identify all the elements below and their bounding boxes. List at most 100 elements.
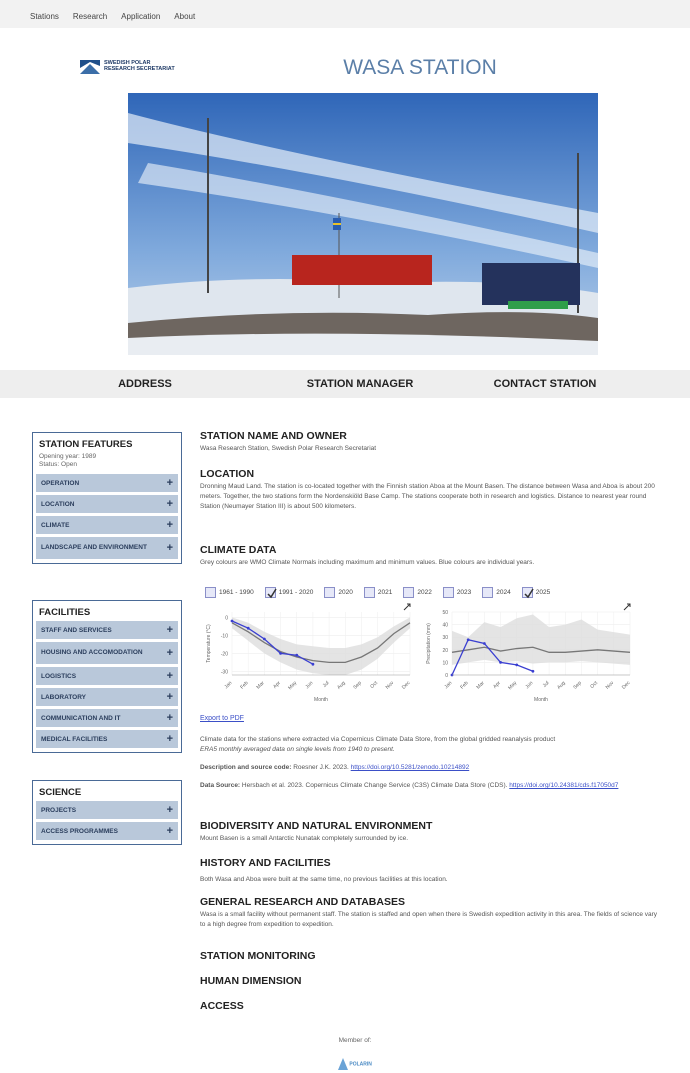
export-link[interactable]: Export to PDF <box>200 715 244 722</box>
y-tick-label: 10 <box>442 660 448 666</box>
sidebar-button[interactable]: CLIMATE + <box>36 516 178 534</box>
button-label: STAFF AND SERVICES <box>41 626 112 634</box>
x-tick-label: Jul <box>322 680 331 689</box>
x-tick-label: Sep <box>572 680 583 691</box>
period-checkbox[interactable]: 1991 - 2020 <box>264 587 313 599</box>
history-section: HISTORY AND FACILITIES Both Wasa and Aboa… <box>200 857 660 885</box>
footer-logo[interactable]: POLARIN <box>338 1058 372 1070</box>
nav-link[interactable]: Application <box>121 12 161 21</box>
y-tick-label: 40 <box>442 623 448 629</box>
checkbox <box>324 587 336 598</box>
logo-text: SWEDISH POLAR <box>104 60 151 66</box>
expand-icon: + <box>166 670 173 682</box>
year-line <box>231 620 314 665</box>
y-axis-label: Precipitation (mm) <box>426 623 432 664</box>
nav-link[interactable]: About <box>174 12 196 21</box>
period-checkbox[interactable]: 2022 <box>403 587 432 598</box>
nav-link[interactable]: Research <box>72 12 108 21</box>
sidebar-button[interactable]: PROJECTS + <box>36 801 178 819</box>
expand-icon: + <box>166 825 173 837</box>
box-title: SCIENCE <box>39 787 82 798</box>
expand-icon: + <box>166 691 173 703</box>
text: Hersbach et al. 2023. Copernicus Climate… <box>241 782 508 790</box>
button-label: LANDSCAPE AND ENVIRONMENT <box>41 543 147 551</box>
checkbox <box>264 587 277 599</box>
tab[interactable]: CONTACT STATION <box>493 378 597 390</box>
period-label: 2023 <box>456 589 472 596</box>
text: Both Wasa and Aboa were built at the sam… <box>200 876 448 883</box>
normal-line <box>231 622 411 664</box>
y-tick-label: -20 <box>221 651 228 657</box>
sidebar-button[interactable]: LANDSCAPE AND ENVIRONMENT + <box>36 537 178 559</box>
period-checkbox[interactable]: 2021 <box>363 587 393 598</box>
period-label: 2024 <box>496 589 511 596</box>
sidebar-button[interactable]: STAFF AND SERVICES + <box>36 621 178 639</box>
text: Dronning Maud Land. The station is co-lo… <box>200 483 655 511</box>
x-tick-label: Apr <box>492 680 502 690</box>
year-line <box>451 638 534 676</box>
sidebar-button[interactable]: LABORATORY + <box>36 688 178 706</box>
doi-link[interactable]: https://doi.org/10.5281/zenodo.10214892 <box>350 763 470 771</box>
sidebar-button[interactable]: MEDICAL FACILITIES + <box>36 730 178 748</box>
year-point <box>311 662 315 666</box>
button-label: PROJECTS <box>41 806 77 814</box>
button-label: LOGISTICS <box>41 672 77 680</box>
period-checkbox[interactable]: 1961 - 1990 <box>205 587 254 598</box>
check <box>267 588 277 599</box>
climate-notes: Export to PDF Climate data for the stati… <box>200 712 660 791</box>
normal-line <box>451 646 631 653</box>
tab[interactable]: STATION MANAGER <box>306 378 414 390</box>
heading: BIODIVERSITY AND NATURAL ENVIRONMENT <box>200 820 433 832</box>
tab[interactable]: ADDRESS <box>118 378 172 390</box>
box-title: FACILITIES <box>39 607 91 618</box>
heading: HISTORY AND FACILITIES <box>200 857 331 869</box>
more-section: STATION MONITORING <box>200 950 660 962</box>
station-photo <box>128 93 598 355</box>
sidebar-button[interactable]: LOCATION + <box>36 495 178 513</box>
period-checkbox[interactable]: 2025 <box>521 587 550 599</box>
heading: LOCATION <box>200 468 255 480</box>
logo-icon <box>80 60 100 74</box>
button-label: CLIMATE <box>41 521 70 529</box>
heading: HUMAN DIMENSION <box>200 975 302 987</box>
x-tick-label: Nov <box>385 680 396 691</box>
more-section: HUMAN DIMENSION <box>200 975 660 987</box>
x-tick-label: Aug <box>556 680 567 691</box>
year-point <box>262 637 266 641</box>
period-label: 2021 <box>377 589 393 596</box>
sidebar-button[interactable]: ACCESS PROGRAMMES + <box>36 822 178 840</box>
sidebar-button[interactable]: COMMUNICATION AND IT + <box>36 709 178 727</box>
checkbox <box>521 587 534 599</box>
expand-icon: + <box>166 804 173 816</box>
year-point <box>531 669 535 673</box>
doi-link[interactable]: https://doi.org/10.24381/cds.f17050d7 <box>509 782 619 790</box>
precipitation-chart: 0 10 20 30 40 50 Jan Feb Mar Apr May Jun Jul Aug Sep Oc… <box>426 603 632 703</box>
y-tick-label: 0 <box>445 673 448 679</box>
button-label: LABORATORY <box>41 693 87 701</box>
sidebar-button[interactable]: HOUSING AND ACCOMODATION + <box>36 642 178 664</box>
x-tick-label: Aug <box>336 680 347 691</box>
biodiversity-section: BIODIVERSITY AND NATURAL ENVIRONMENT Moun… <box>200 820 660 844</box>
x-tick-label: Jan <box>223 680 233 690</box>
checkbox <box>205 587 216 598</box>
y-tick-label: 50 <box>442 610 448 616</box>
nav-link[interactable]: Stations <box>30 12 59 21</box>
button-label: OPERATION <box>41 479 80 487</box>
checkbox <box>363 587 375 598</box>
button-label: HOUSING AND ACCOMODATION <box>41 648 143 656</box>
checkbox <box>403 587 415 598</box>
period-checkbox[interactable]: 2020 <box>324 587 353 598</box>
period-checkbox[interactable]: 2024 <box>482 587 511 598</box>
expand-icon: + <box>166 541 173 554</box>
text: Mount Basen is a small Antarctic Nunatak… <box>200 835 409 842</box>
period-checkbox[interactable]: 2023 <box>442 587 472 598</box>
expand-icon: + <box>166 519 173 531</box>
x-tick-label: Jun <box>524 680 534 690</box>
normal-range-band <box>232 617 410 675</box>
sidebar-button[interactable]: LOGISTICS + <box>36 667 178 685</box>
temperature-chart: 0 -10 -20 -30 Jan Feb Mar Apr May Jun Jul Aug Sep Oct… <box>206 603 412 703</box>
expand-icon: + <box>166 712 173 724</box>
heading: STATION NAME AND OWNER <box>200 430 347 442</box>
sidebar-button[interactable]: OPERATION + <box>36 474 178 492</box>
expand-icon: + <box>166 733 173 745</box>
